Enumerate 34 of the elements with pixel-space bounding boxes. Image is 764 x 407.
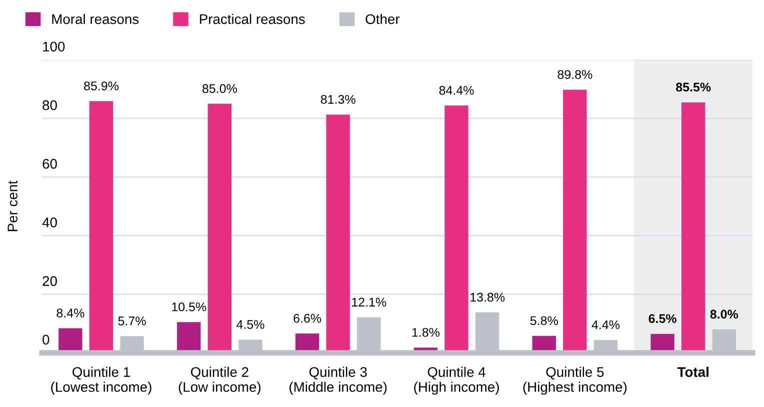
legend-label: Other bbox=[366, 14, 400, 24]
y-tick-label: 40 bbox=[42, 218, 57, 228]
x-tick-label: Quintile 3 (Middle income) bbox=[290, 366, 387, 395]
data-label: 5.7% bbox=[118, 316, 146, 326]
data-label: 89.8% bbox=[558, 70, 592, 79]
data-label: 5.8% bbox=[530, 316, 558, 326]
data-label: 84.4% bbox=[439, 86, 474, 95]
data-label: 6.6% bbox=[294, 314, 322, 323]
data-label: 6.5% bbox=[648, 314, 676, 324]
x-tick-label: Quintile 5 (Highest income) bbox=[523, 366, 627, 395]
data-label: 13.8% bbox=[470, 292, 505, 302]
y-tick-label: 0 bbox=[42, 334, 50, 345]
x-tick-label: Quintile 2 (Low income) bbox=[178, 366, 260, 395]
data-label: 4.5% bbox=[236, 320, 264, 329]
data-label: 8.0% bbox=[710, 310, 738, 319]
y-axis-title: Per cent bbox=[8, 180, 18, 232]
data-label: 85.5% bbox=[676, 82, 711, 92]
legend-label: Moral reasons bbox=[52, 14, 139, 24]
data-label: 4.4% bbox=[592, 320, 620, 330]
y-tick-label: 60 bbox=[42, 158, 57, 169]
data-label: 1.8% bbox=[412, 328, 440, 337]
x-tick-label: Quintile 1 (Lowest income) bbox=[51, 366, 152, 395]
x-tick-label: Total bbox=[677, 366, 708, 377]
data-label: 85.0% bbox=[202, 84, 237, 93]
y-tick-label: 80 bbox=[42, 100, 57, 110]
y-tick-label: 20 bbox=[42, 276, 57, 286]
data-label: 81.3% bbox=[320, 94, 356, 104]
legend-label: Practical reasons bbox=[200, 14, 305, 24]
y-tick-label: 100 bbox=[43, 42, 65, 52]
data-label: 85.9% bbox=[84, 81, 119, 90]
data-label: 10.5% bbox=[172, 302, 206, 312]
data-label: 12.1% bbox=[352, 298, 386, 307]
x-tick-label: Quintile 4 (High income) bbox=[414, 366, 499, 395]
data-label: 8.4% bbox=[56, 308, 84, 318]
